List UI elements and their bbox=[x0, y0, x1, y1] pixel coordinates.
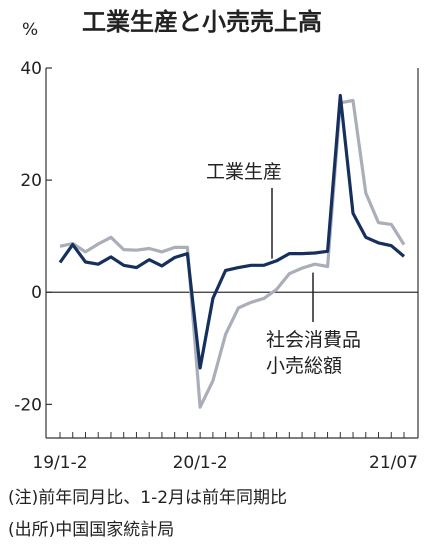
industrial-series-label: 工業生産 bbox=[206, 161, 282, 183]
retail-series-label-line2: 小売総額 bbox=[266, 355, 342, 377]
y-tick-label: 40 bbox=[20, 59, 42, 79]
x-tick-label: 21/07 bbox=[369, 453, 418, 473]
footnote: (注)前年同月比、1-2月は前年同期比 bbox=[8, 488, 288, 508]
source-note: (出所)中国国家統計局 bbox=[8, 520, 175, 540]
x-tick-label: 20/1-2 bbox=[173, 453, 228, 473]
y-tick-label: 20 bbox=[20, 171, 42, 191]
retail-series-label-line1: 社会消費品 bbox=[266, 329, 361, 351]
series-line-industrial bbox=[58, 93, 406, 370]
y-tick-label: 0 bbox=[31, 283, 42, 303]
y-unit-label: % bbox=[22, 20, 39, 40]
y-tick-label: -20 bbox=[14, 395, 42, 415]
series-line-retail bbox=[59, 98, 406, 409]
chart-title: 工業生産と小売売上高 bbox=[82, 8, 322, 36]
x-tick-label: 19/1-2 bbox=[32, 453, 87, 473]
